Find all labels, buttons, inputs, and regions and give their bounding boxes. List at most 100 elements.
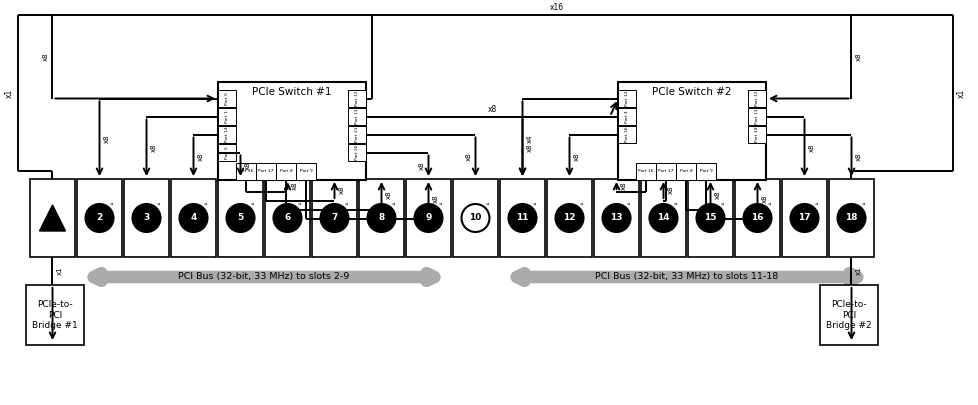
Text: ": " <box>673 202 677 211</box>
FancyBboxPatch shape <box>218 144 236 161</box>
Text: x8: x8 <box>573 152 579 161</box>
FancyBboxPatch shape <box>747 126 765 143</box>
Text: PCIe-to-
PCI
Bridge #2: PCIe-to- PCI Bridge #2 <box>825 300 871 330</box>
Text: x8: x8 <box>244 162 250 170</box>
Text: ": " <box>344 202 348 211</box>
FancyBboxPatch shape <box>171 179 216 257</box>
Text: Port 13: Port 13 <box>624 91 628 106</box>
FancyBboxPatch shape <box>500 179 545 257</box>
Text: 16: 16 <box>750 213 763 222</box>
FancyBboxPatch shape <box>236 163 255 180</box>
FancyBboxPatch shape <box>347 126 366 143</box>
FancyBboxPatch shape <box>617 90 636 107</box>
FancyBboxPatch shape <box>655 163 676 180</box>
FancyBboxPatch shape <box>218 108 236 125</box>
Circle shape <box>695 204 724 232</box>
FancyBboxPatch shape <box>594 179 639 257</box>
FancyBboxPatch shape <box>453 179 498 257</box>
Text: 9: 9 <box>424 213 431 222</box>
FancyBboxPatch shape <box>547 179 592 257</box>
Text: ": " <box>720 202 724 211</box>
Text: 12: 12 <box>562 213 575 222</box>
Text: Port 17: Port 17 <box>258 170 274 173</box>
Text: Port 16: Port 16 <box>624 127 628 142</box>
Text: 6: 6 <box>284 213 290 222</box>
Circle shape <box>367 204 395 232</box>
Text: ": " <box>438 202 442 211</box>
FancyBboxPatch shape <box>781 179 826 257</box>
Text: Port 9: Port 9 <box>699 170 712 173</box>
FancyBboxPatch shape <box>265 179 310 257</box>
Circle shape <box>132 204 160 232</box>
Text: Port 5: Port 5 <box>225 146 229 159</box>
Circle shape <box>226 204 254 232</box>
Text: ": " <box>861 202 865 211</box>
FancyBboxPatch shape <box>276 163 295 180</box>
FancyBboxPatch shape <box>359 179 404 257</box>
Text: x8: x8 <box>385 190 391 199</box>
Text: Port 0: Port 0 <box>225 92 229 105</box>
Text: x8: x8 <box>714 190 720 199</box>
Text: ": " <box>250 202 254 211</box>
Text: x8: x8 <box>526 143 532 152</box>
Text: Port 19: Port 19 <box>754 127 758 142</box>
Circle shape <box>742 204 771 232</box>
Text: x8: x8 <box>198 152 203 161</box>
FancyBboxPatch shape <box>747 108 765 125</box>
Text: ": " <box>110 202 113 211</box>
Text: Port 13: Port 13 <box>754 109 758 124</box>
FancyBboxPatch shape <box>26 285 84 345</box>
Text: x8: x8 <box>432 195 438 203</box>
Polygon shape <box>39 205 66 231</box>
Circle shape <box>648 204 677 232</box>
Text: x8: x8 <box>151 143 156 152</box>
Text: ": " <box>532 202 536 211</box>
Circle shape <box>601 204 630 232</box>
Circle shape <box>179 204 207 232</box>
Text: Port 8: Port 8 <box>280 170 292 173</box>
FancyBboxPatch shape <box>347 144 366 161</box>
FancyBboxPatch shape <box>30 179 75 257</box>
FancyBboxPatch shape <box>218 90 236 107</box>
FancyBboxPatch shape <box>406 179 451 257</box>
Text: x8: x8 <box>338 185 344 194</box>
FancyBboxPatch shape <box>77 179 122 257</box>
Text: x8: x8 <box>620 181 626 190</box>
Text: x8: x8 <box>808 143 814 152</box>
Text: PCIe Switch #2: PCIe Switch #2 <box>651 87 731 97</box>
Text: ": " <box>391 202 395 211</box>
Text: PCIe Switch #1: PCIe Switch #1 <box>252 87 332 97</box>
FancyBboxPatch shape <box>828 179 873 257</box>
Text: x8: x8 <box>104 134 110 143</box>
FancyBboxPatch shape <box>734 179 779 257</box>
Text: 13: 13 <box>609 213 622 222</box>
FancyBboxPatch shape <box>641 179 686 257</box>
Text: Port 14: Port 14 <box>225 127 229 142</box>
Text: 11: 11 <box>515 213 528 222</box>
FancyBboxPatch shape <box>124 179 169 257</box>
FancyBboxPatch shape <box>676 163 695 180</box>
Circle shape <box>414 204 442 232</box>
Text: x8: x8 <box>291 181 297 190</box>
Text: PCI Bus (32-bit, 33 MHz) to slots 2-9: PCI Bus (32-bit, 33 MHz) to slots 2-9 <box>178 273 349 281</box>
Text: Port 21: Port 21 <box>355 127 359 142</box>
Circle shape <box>508 204 536 232</box>
Text: ": " <box>626 202 630 211</box>
Text: Port 4: Port 4 <box>624 110 628 123</box>
Text: ": " <box>485 202 489 211</box>
Text: Port 20: Port 20 <box>355 145 359 160</box>
Circle shape <box>789 204 818 232</box>
Text: x1: x1 <box>956 88 965 98</box>
Text: x8: x8 <box>761 195 767 203</box>
Circle shape <box>273 204 301 232</box>
Text: PCIe-to-
PCI
Bridge #1: PCIe-to- PCI Bridge #1 <box>32 300 78 330</box>
Text: 15: 15 <box>703 213 716 222</box>
Text: 5: 5 <box>237 213 244 222</box>
Text: Port 16: Port 16 <box>638 170 653 173</box>
FancyBboxPatch shape <box>218 82 366 180</box>
Text: 8: 8 <box>378 213 384 222</box>
FancyBboxPatch shape <box>617 82 765 180</box>
Text: x1: x1 <box>57 266 63 275</box>
Text: x1: x1 <box>5 88 14 98</box>
Text: 14: 14 <box>656 213 669 222</box>
